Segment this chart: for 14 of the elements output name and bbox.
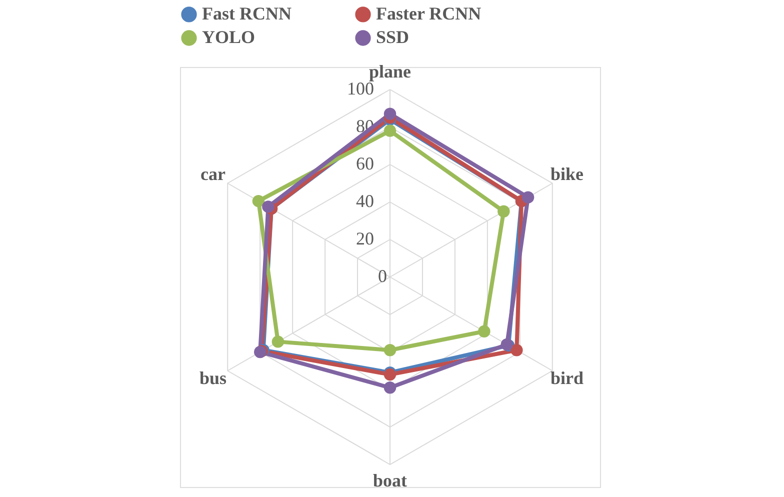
y-tick-label: 60 [356,154,374,174]
spoke-label: car [200,164,226,184]
y-tick-label: 20 [356,228,374,248]
spoke-label: plane [368,62,412,82]
spoke-label: boat [372,470,408,490]
spoke-label: bike [550,164,584,184]
spoke-label: bird [550,368,584,388]
legend-label: SSD [376,27,410,47]
legend-label: Fast RCNN [202,3,292,24]
spoke-label: bus [199,368,227,388]
legend-label: YOLO [202,27,256,47]
y-tick-label: 40 [356,191,374,211]
legend-label: Faster RCNN [376,3,482,24]
y-tick-label: 0 [378,266,387,286]
